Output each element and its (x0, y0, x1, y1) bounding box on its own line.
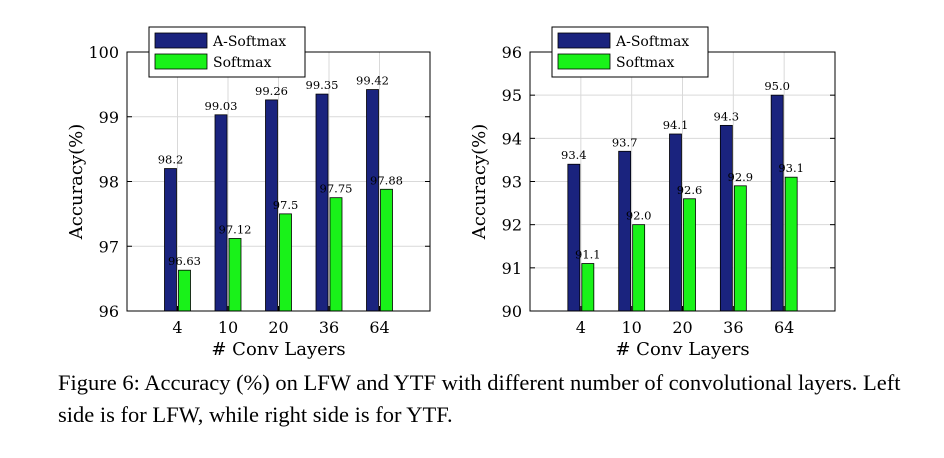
chart1-value-label: 99.26 (255, 84, 288, 98)
chart1-x-tick-label: 10 (218, 318, 238, 337)
chart2-bar-a-softmax-36 (719, 124, 733, 312)
chart1-x-tick-label: 36 (319, 318, 339, 337)
figure-caption: Figure 6: Accuracy (%) on LFW and YTF wi… (58, 370, 901, 427)
chart2-bar-a-softmax-10 (618, 150, 632, 312)
chart2-bar-softmax-36 (733, 185, 747, 312)
chart2-x-tick-label: 4 (576, 318, 586, 337)
chart2-y-tick-label: 95 (502, 86, 522, 105)
chart1-y-tick-label: 98 (99, 173, 119, 192)
chart1-bar-a-softmax-64 (366, 89, 379, 312)
chart1-legend-swatch-softmax (154, 53, 208, 70)
chart2-y-tick-label: 94 (502, 129, 522, 148)
chart1-bar-softmax-36 (329, 197, 343, 312)
chart2-value-label: 92.9 (728, 170, 754, 184)
chart2-value-label: 92.6 (677, 183, 703, 197)
chart2-y-tick-label: 90 (502, 302, 522, 321)
chart2-legend-swatch-a-softmax (557, 32, 611, 49)
chart1-legend-label-a-softmax: A-Softmax (212, 34, 286, 50)
chart1-value-label: 97.75 (320, 182, 353, 196)
chart2-bar-a-softmax-4 (567, 163, 581, 312)
chart1-value-label: 97.12 (219, 222, 252, 236)
chart2-x-tick-label: 36 (723, 318, 743, 337)
chart2-x-tick-label: 64 (774, 318, 794, 337)
chart2-bar-softmax-4 (581, 263, 595, 312)
chart1-bar-a-softmax-36 (315, 93, 329, 312)
chart1-value-label: 96.63 (168, 254, 201, 268)
chart1-y-tick-label: 96 (99, 302, 119, 321)
chart1-bar-softmax-20 (279, 213, 292, 312)
chart2-x-tick-label: 20 (672, 318, 692, 337)
chart2-value-label: 91.1 (575, 248, 601, 262)
chart2-x-tick-label: 10 (621, 318, 641, 337)
chart1-x-tick-label: 20 (268, 318, 288, 337)
chart1-bar-a-softmax-10 (214, 114, 228, 312)
chart2-bar-a-softmax-20 (669, 133, 682, 312)
chart1-y-tick-label: 97 (99, 237, 119, 256)
chart1-bar-a-softmax-4 (164, 168, 177, 312)
chart1-x-tick-label: 64 (369, 318, 389, 337)
chart2-y-tick-label: 93 (502, 173, 522, 192)
chart1-x-tick-label: 4 (172, 318, 182, 337)
chart1-value-label: 99.42 (356, 74, 389, 88)
chart1-y-axis-title: Accuracy(%) (66, 124, 87, 241)
chart1-legend-swatch-a-softmax (154, 32, 208, 49)
chart1-value-label: 99.35 (306, 78, 339, 92)
chart1-y-tick-label: 99 (99, 108, 119, 127)
chart2-value-label: 92.0 (626, 209, 652, 223)
chart1-bar-softmax-64 (380, 188, 393, 312)
chart1-value-label: 99.03 (205, 99, 238, 113)
chart1-x-axis-title: # Conv Layers (211, 339, 345, 360)
chart1-legend-label-softmax: Softmax (213, 55, 271, 71)
chart2-bar-softmax-64 (784, 176, 798, 312)
chart1-y-tick-label: 100 (88, 43, 119, 62)
chart1-bar-softmax-10 (228, 238, 242, 312)
chart1-bar-softmax-4 (178, 269, 191, 312)
chart2-y-axis-title: Accuracy(%) (469, 124, 490, 241)
chart2-legend-label-a-softmax: A-Softmax (615, 34, 689, 50)
chart2-bar-a-softmax-64 (770, 94, 784, 312)
chart2-y-tick-label: 96 (502, 43, 522, 62)
chart2-value-label: 93.1 (778, 161, 804, 175)
chart2-y-tick-label: 92 (502, 216, 522, 235)
chart1-value-label: 98.2 (158, 153, 184, 167)
chart1-value-label: 97.5 (273, 198, 299, 212)
chart2-x-axis-title: # Conv Layers (615, 339, 749, 360)
chart2-value-label: 94.1 (663, 118, 689, 132)
chart2-value-label: 93.4 (561, 148, 587, 162)
chart2-value-label: 94.3 (714, 109, 740, 123)
chart2-bar-softmax-20 (683, 198, 696, 312)
chart2-legend-swatch-softmax (557, 53, 611, 70)
chart2-bar-softmax-10 (632, 224, 646, 312)
chart2-y-tick-label: 91 (502, 259, 522, 278)
chart2-value-label: 93.7 (612, 135, 638, 149)
chart1-value-label: 97.88 (370, 173, 403, 187)
chart2-legend-label-softmax: Softmax (616, 55, 674, 71)
figure: 96 97 98 99 100 98.2 96.63 4 99.03 97.12 10 99.26 97… (66, 26, 836, 360)
chart2-value-label: 95.0 (764, 79, 790, 93)
